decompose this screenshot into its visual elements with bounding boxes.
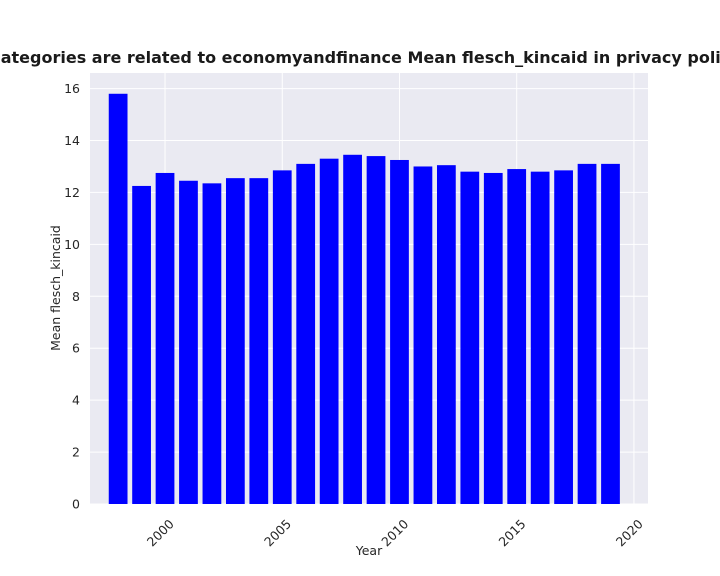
bar [436, 165, 456, 504]
x-axis-label: Year [355, 543, 383, 558]
y-tick-label: 10 [64, 237, 80, 252]
y-axis: 0 2 4 6 8 10 12 14 16 [64, 81, 80, 511]
bar [132, 185, 151, 505]
bar [507, 169, 527, 504]
x-tick-label: 2015 [496, 516, 529, 549]
bars [108, 93, 620, 505]
bar [249, 178, 269, 504]
bar [179, 180, 198, 504]
y-tick-label: 4 [72, 393, 80, 408]
x-tick-label: 2000 [144, 516, 177, 549]
y-tick-label: 16 [64, 81, 80, 96]
bar [413, 166, 433, 504]
y-tick-label: 8 [72, 289, 80, 304]
bar [483, 172, 503, 504]
y-tick-label: 2 [72, 445, 80, 460]
bar [460, 171, 480, 504]
x-tick-label: 2005 [261, 516, 294, 549]
bar [319, 158, 339, 504]
bar [202, 183, 222, 505]
y-axis-label: Mean flesch_kincaid [48, 225, 63, 351]
x-tick-label: 2010 [378, 516, 411, 549]
y-tick-label: 6 [72, 341, 80, 356]
x-axis: 2000 2005 2010 2015 2020 [144, 516, 646, 549]
y-tick-label: 0 [72, 497, 80, 512]
y-tick-label: 14 [64, 133, 80, 148]
bar [108, 93, 128, 504]
bar [601, 163, 620, 505]
bar [225, 178, 245, 504]
bar [530, 171, 550, 504]
bar [554, 170, 573, 505]
bar [343, 154, 362, 505]
bar [366, 156, 386, 504]
bar [577, 163, 597, 505]
bar [272, 170, 292, 505]
chart-title: when categories are related to economyan… [0, 48, 720, 67]
bar [390, 159, 409, 504]
x-tick-label: 2020 [613, 516, 646, 549]
y-tick-label: 12 [64, 185, 80, 200]
bar [296, 163, 316, 505]
bar [155, 172, 175, 504]
